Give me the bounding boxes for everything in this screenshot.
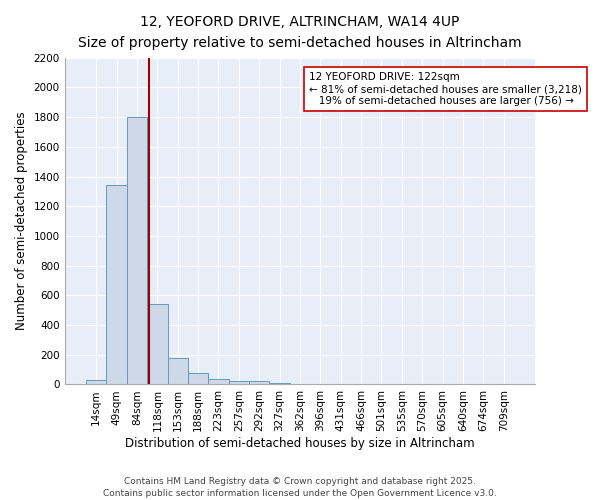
Bar — [127, 117, 147, 384]
Bar — [188, 372, 208, 384]
Text: 12 YEOFORD DRIVE: 122sqm
← 81% of semi-detached houses are smaller (3,218)
   19: 12 YEOFORD DRIVE: 122sqm ← 81% of semi-d… — [310, 72, 582, 106]
Text: Contains HM Land Registry data © Crown copyright and database right 2025.
Contai: Contains HM Land Registry data © Crown c… — [103, 476, 497, 498]
Bar — [229, 380, 249, 384]
Bar — [147, 304, 167, 384]
Bar — [208, 380, 229, 384]
Bar — [167, 358, 188, 384]
Bar — [106, 186, 127, 384]
X-axis label: Distribution of semi-detached houses by size in Altrincham: Distribution of semi-detached houses by … — [125, 437, 475, 450]
Title: 12, YEOFORD DRIVE, ALTRINCHAM, WA14 4UP
Size of property relative to semi-detach: 12, YEOFORD DRIVE, ALTRINCHAM, WA14 4UP … — [78, 15, 522, 50]
Bar — [249, 382, 269, 384]
Bar — [269, 383, 290, 384]
Bar — [86, 380, 106, 384]
Y-axis label: Number of semi-detached properties: Number of semi-detached properties — [15, 112, 28, 330]
